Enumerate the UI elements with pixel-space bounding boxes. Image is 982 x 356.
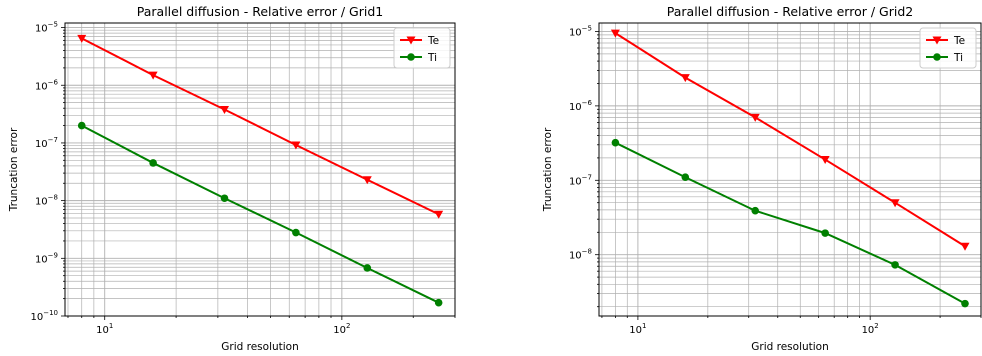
grid [65, 23, 455, 316]
legend-label-ti: Ti [427, 52, 437, 64]
x-tick-base: 10 [862, 325, 875, 336]
y-tick-exponent: −6 [582, 99, 593, 107]
y-tick-label: 10−8 [569, 248, 592, 262]
axes-frame [64, 22, 456, 317]
y-tick-exponent: −9 [48, 251, 58, 259]
y-tick-base: 10 [35, 254, 48, 265]
legend-marker-te [406, 36, 416, 45]
series-line-te [81, 37, 440, 216]
data-point-te [148, 71, 158, 80]
legend: Te Ti [919, 27, 977, 69]
legend-marker-te [932, 36, 942, 45]
legend-marker-ti [407, 53, 415, 61]
x-axis-label: Grid resolution [751, 341, 829, 353]
legend-marker-ti [933, 53, 941, 61]
legend-box [919, 27, 977, 69]
legend-label-ti: Ti [953, 52, 963, 64]
series-line-ti [81, 124, 440, 304]
series-line-te [614, 32, 966, 248]
data-point-ti [220, 194, 229, 203]
axes-frame [598, 22, 982, 317]
x-tick-label: 101 [96, 322, 113, 336]
x-tick-label: 102 [333, 322, 350, 336]
y-tick-label: 10−8 [35, 194, 58, 208]
x-axis-label: Grid resolution [221, 341, 299, 353]
y-tick-label: 10−5 [569, 24, 592, 38]
data-point-ti [149, 159, 157, 167]
data-point-te [750, 113, 760, 122]
legend-label-te: Te [953, 35, 965, 47]
data-point-ti [292, 228, 300, 237]
y-tick-label: 10−7 [35, 136, 58, 150]
y-tick-exponent: −8 [48, 194, 58, 202]
x-tick-base: 10 [629, 325, 642, 336]
legend-label-te: Te [427, 35, 439, 47]
chart-title: Parallel diffusion - Relative error / Gr… [137, 4, 383, 19]
data-point-te [77, 34, 87, 43]
grid [599, 23, 981, 316]
data-point-te [610, 29, 620, 38]
series-layer [610, 29, 970, 308]
y-tick-base: 10 [569, 251, 582, 262]
data-point-te [434, 210, 444, 219]
data-point-ti [751, 206, 760, 215]
y-tick-exponent: −6 [48, 78, 59, 86]
y-tick-exponent: −5 [48, 21, 58, 29]
data-point-te [680, 74, 690, 83]
data-point-ti [77, 121, 86, 130]
data-point-te [890, 199, 900, 208]
data-point-te [220, 105, 230, 114]
y-tick-base: 10 [569, 102, 582, 113]
x-tick-label: 101 [629, 322, 646, 336]
legend: Te Ti [393, 27, 451, 69]
tick-marks [595, 31, 982, 320]
y-tick-exponent: −10 [43, 309, 58, 317]
x-tick-label: 102 [862, 322, 879, 336]
data-point-ti [821, 229, 829, 237]
x-tick-exponent: 1 [642, 322, 646, 330]
y-tick-label: 10−6 [35, 78, 59, 92]
x-tick-exponent: 2 [346, 322, 350, 330]
y-tick-base: 10 [569, 176, 582, 187]
data-point-ti [961, 299, 969, 308]
y-tick-label: 10−9 [35, 251, 58, 265]
y-tick-label: 10−5 [35, 21, 58, 35]
data-point-te [362, 176, 372, 185]
y-tick-base: 10 [35, 139, 48, 150]
x-tick-base: 10 [333, 325, 346, 336]
data-point-ti [681, 173, 690, 182]
data-point-te [291, 141, 301, 150]
y-tick-label: 10−7 [569, 173, 592, 187]
data-point-te [820, 156, 830, 165]
y-axis-label: Truncation error [542, 127, 554, 212]
y-tick-exponent: −5 [582, 24, 592, 32]
y-tick-exponent: −7 [582, 173, 592, 181]
y-tick-exponent: −7 [48, 136, 58, 144]
y-tick-base: 10 [35, 197, 48, 208]
y-tick-base: 10 [30, 312, 43, 323]
x-tick-exponent: 1 [109, 322, 113, 330]
data-point-ti [611, 138, 620, 147]
x-tick-exponent: 2 [874, 322, 878, 330]
y-tick-base: 10 [35, 81, 48, 92]
y-axis-label: Truncation error [8, 127, 20, 212]
data-point-ti [891, 261, 899, 269]
y-tick-exponent: −8 [582, 248, 592, 256]
legend-box [393, 27, 451, 69]
y-tick-label: 10−6 [569, 99, 593, 113]
series-line-ti [614, 141, 966, 305]
data-point-ti [363, 264, 372, 272]
y-tick-base: 10 [569, 27, 582, 38]
data-point-ti [434, 298, 443, 307]
x-tick-base: 10 [96, 325, 109, 336]
tick-marks [61, 27, 456, 320]
chart-title: Parallel diffusion - Relative error / Gr… [667, 4, 913, 19]
y-tick-base: 10 [35, 24, 48, 35]
data-point-te [960, 242, 970, 251]
series-layer [77, 34, 444, 307]
y-tick-label: 10−10 [30, 309, 58, 323]
